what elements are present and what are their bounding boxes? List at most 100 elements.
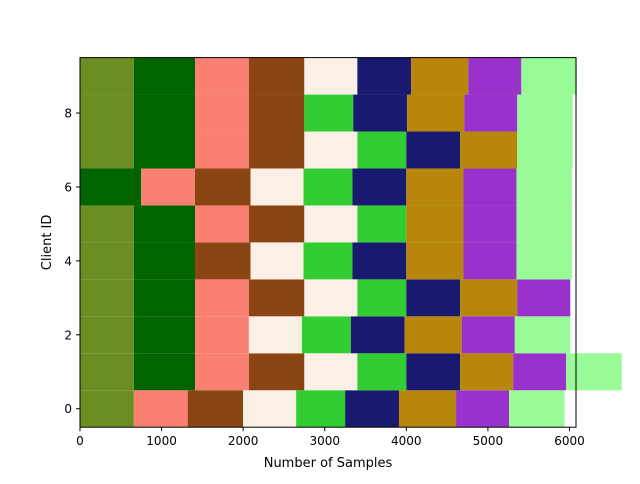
bar-segment-client-0-class-0: [80, 390, 134, 428]
bar-segment-client-1-class-1: [133, 353, 196, 391]
y-tick-label: 0: [64, 402, 72, 416]
bar-segment-client-1-class-3: [248, 353, 305, 391]
bar-segment-client-7-class-2: [195, 131, 249, 169]
y-tick-label: 8: [64, 107, 72, 121]
bar-segment-client-1-class-2: [195, 353, 249, 391]
x-tick-label: 6000: [554, 434, 585, 448]
bar-segment-client-9-class-1: [133, 57, 196, 95]
bar-segment-client-6-class-8: [463, 168, 517, 206]
bar-segment-client-2-class-9: [514, 316, 571, 354]
bar-segment-client-4-class-6: [352, 242, 407, 280]
bar-segment-client-3-class-5: [357, 279, 407, 317]
bar-segment-client-2-class-7: [404, 316, 462, 354]
bar-segment-client-3-class-2: [195, 279, 249, 317]
bar-segment-client-3-class-7: [460, 279, 518, 317]
bars-layer: [80, 57, 622, 428]
bar-segment-client-1-class-0: [80, 353, 134, 391]
bar-segment-client-4-class-8: [463, 242, 517, 280]
bar-segment-client-8-class-6: [353, 94, 408, 132]
bar-segment-client-1-class-6: [406, 353, 461, 391]
bar-segment-client-9-class-8: [468, 57, 522, 95]
bar-segment-client-3-class-3: [248, 279, 305, 317]
bar-segment-client-7-class-4: [304, 131, 358, 169]
bar-segment-client-5-class-8: [463, 205, 517, 243]
bar-segment-client-2-class-4: [248, 316, 302, 354]
bar-segment-client-4-class-7: [406, 242, 464, 280]
bar-segment-client-9-class-9: [521, 57, 577, 95]
bar-segment-client-5-class-3: [248, 205, 305, 243]
bar-segment-client-8-class-1: [133, 94, 196, 132]
bar-segment-client-3-class-6: [406, 279, 461, 317]
bar-segment-client-0-class-2: [133, 390, 188, 428]
x-tick-label: 2000: [228, 434, 259, 448]
bar-segment-client-5-class-0: [80, 205, 134, 243]
bar-segment-client-6-class-3: [195, 168, 251, 206]
bar-segment-client-5-class-9: [516, 205, 572, 243]
bar-segment-client-6-class-1: [80, 168, 142, 206]
y-tick-label: 2: [64, 328, 72, 342]
bar-segment-client-1-class-4: [304, 353, 358, 391]
bar-segment-client-1-class-8: [513, 353, 567, 391]
x-tick-label: 4000: [391, 434, 422, 448]
bar-segment-client-8-class-0: [80, 94, 134, 132]
bar-segment-client-5-class-1: [133, 205, 196, 243]
bar-segment-client-7-class-9: [517, 131, 573, 169]
y-axis-ticks: 0 2 4 6 8: [64, 107, 80, 416]
bar-segment-client-5-class-4: [304, 205, 358, 243]
plot-frame: [79, 57, 577, 428]
bar-segment-client-3-class-1: [133, 279, 196, 317]
bar-segment-client-9-class-7: [411, 57, 469, 95]
bar-segment-client-8-class-5: [304, 94, 354, 132]
bar-segment-client-6-class-7: [406, 168, 464, 206]
bar-segment-client-4-class-4: [250, 242, 304, 280]
bar-segment-client-0-class-3: [187, 390, 244, 428]
bar-segment-client-7-class-6: [406, 131, 461, 169]
bar-segment-client-8-class-3: [248, 94, 305, 132]
bar-segment-client-9-class-2: [195, 57, 249, 95]
bar-segment-client-8-class-7: [407, 94, 465, 132]
bar-segment-client-6-class-9: [516, 168, 572, 206]
bar-segment-client-7-class-5: [357, 131, 407, 169]
bar-segment-client-7-class-0: [80, 131, 134, 169]
x-axis-label: Number of Samples: [264, 456, 393, 471]
y-tick-label: 6: [64, 180, 72, 194]
bar-segment-client-9-class-6: [357, 57, 412, 95]
bar-segment-client-0-class-5: [296, 390, 346, 428]
x-tick-label: 0: [76, 434, 84, 448]
bar-segment-client-9-class-3: [248, 57, 305, 95]
x-tick-label: 3000: [309, 434, 340, 448]
bar-segment-client-1-class-7: [460, 353, 514, 391]
bar-segment-client-6-class-5: [303, 168, 353, 206]
bar-segment-client-4-class-0: [80, 242, 134, 280]
bar-segment-client-6-class-2: [141, 168, 196, 206]
x-tick-label: 5000: [473, 434, 504, 448]
bar-segment-client-3-class-0: [80, 279, 134, 317]
bar-segment-client-5-class-5: [357, 205, 407, 243]
bar-segment-client-8-class-8: [464, 94, 518, 132]
bar-segment-client-9-class-0: [80, 57, 134, 95]
bar-segment-client-4-class-1: [133, 242, 196, 280]
bar-segment-client-2-class-1: [133, 316, 196, 354]
bar-segment-client-1-class-5: [357, 353, 407, 391]
bar-segment-client-2-class-2: [195, 316, 249, 354]
bar-segment-client-2-class-6: [350, 316, 405, 354]
x-axis-ticks: 0 1000 2000 3000 4000 5000 6000: [76, 427, 585, 448]
bar-segment-client-2-class-8: [461, 316, 515, 354]
bar-segment-client-6-class-6: [352, 168, 407, 206]
y-axis-label: Client ID: [40, 215, 55, 271]
bar-segment-client-5-class-2: [195, 205, 249, 243]
bar-segment-client-0-class-8: [456, 390, 510, 428]
bar-segment-client-4-class-9: [516, 242, 572, 280]
bar-segment-client-8-class-9: [517, 94, 573, 132]
bar-segment-client-3-class-8: [517, 279, 571, 317]
bar-segment-client-7-class-1: [133, 131, 196, 169]
bar-segment-client-0-class-4: [243, 390, 297, 428]
bar-segment-client-0-class-6: [345, 390, 399, 428]
bar-segment-client-4-class-5: [303, 242, 353, 280]
y-tick-label: 4: [64, 254, 72, 268]
bar-segment-client-8-class-2: [195, 94, 249, 132]
bar-segment-client-1-class-9: [566, 353, 622, 391]
bar-segment-client-2-class-0: [80, 316, 134, 354]
bar-segment-client-6-class-4: [250, 168, 304, 206]
